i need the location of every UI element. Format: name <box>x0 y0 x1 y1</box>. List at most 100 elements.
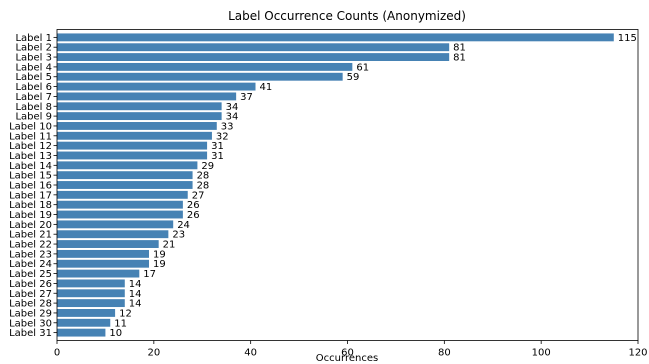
bar-24 <box>57 259 149 268</box>
value-label-10: 33 <box>221 121 234 132</box>
bar-20 <box>57 220 174 229</box>
value-label-22: 21 <box>163 240 176 251</box>
bar-26 <box>57 279 125 288</box>
bar-18 <box>57 200 183 209</box>
value-label-15: 28 <box>197 171 210 182</box>
value-label-31: 10 <box>109 328 122 339</box>
y-tick-label-3: Label 3 <box>15 53 52 64</box>
y-tick-label-11: Label 11 <box>9 131 52 142</box>
y-tick-label-21: Label 21 <box>9 230 52 241</box>
y-tick-label-20: Label 20 <box>9 220 52 231</box>
bar-2 <box>57 43 450 52</box>
bar-30 <box>57 318 111 327</box>
x-axis-label: Occurrences <box>316 353 378 364</box>
bar-17 <box>57 190 188 199</box>
x-tick-label-40: 40 <box>244 348 257 359</box>
y-tick-label-2: Label 2 <box>15 43 52 54</box>
value-label-1: 115 <box>618 33 637 44</box>
value-label-5: 59 <box>347 72 360 83</box>
value-label-18: 26 <box>187 200 200 211</box>
bars-layer <box>57 33 614 337</box>
y-tick-label-5: Label 5 <box>15 72 52 83</box>
value-label-29: 12 <box>119 308 132 319</box>
value-label-2: 81 <box>453 43 466 54</box>
value-label-9: 34 <box>226 112 239 123</box>
y-tick-label-16: Label 16 <box>9 181 52 192</box>
bar-9 <box>57 112 222 121</box>
value-label-21: 23 <box>172 230 185 241</box>
y-tick-label-9: Label 9 <box>15 112 52 123</box>
bar-7 <box>57 92 237 101</box>
bar-12 <box>57 141 208 150</box>
y-tick-label-22: Label 22 <box>9 240 52 251</box>
x-tick-label-80: 80 <box>438 348 451 359</box>
y-tick-label-17: Label 17 <box>9 190 52 201</box>
value-label-6: 41 <box>260 82 273 93</box>
x-tick-label-100: 100 <box>532 348 551 359</box>
bar-19 <box>57 210 183 219</box>
value-label-25: 17 <box>143 269 156 280</box>
value-label-7: 37 <box>240 92 253 103</box>
x-tick-label-120: 120 <box>628 348 647 359</box>
y-tick-label-4: Label 4 <box>15 62 52 73</box>
bar-4 <box>57 62 353 71</box>
value-label-16: 28 <box>197 181 210 192</box>
value-label-13: 31 <box>211 151 224 162</box>
y-tick-label-10: Label 10 <box>9 121 52 132</box>
value-label-30: 11 <box>114 318 127 329</box>
x-ticks-layer: 0 20 40 60 80 100 120 <box>54 340 648 359</box>
bar-27 <box>57 289 125 298</box>
y-tick-label-26: Label 26 <box>9 279 52 290</box>
value-label-27: 14 <box>129 289 142 300</box>
x-tick-label-0: 0 <box>54 348 60 359</box>
y-tick-label-30: Label 30 <box>9 318 52 329</box>
value-label-11: 32 <box>216 131 229 142</box>
bar-14 <box>57 161 198 170</box>
value-label-28: 14 <box>129 299 142 310</box>
y-tick-label-6: Label 6 <box>15 82 52 93</box>
value-labels-layer: 1158181615941373434333231312928282726262… <box>109 33 636 339</box>
bar-6 <box>57 82 256 91</box>
y-tick-label-24: Label 24 <box>9 259 52 270</box>
y-tick-label-7: Label 7 <box>15 92 52 103</box>
bar-16 <box>57 181 193 189</box>
bar-28 <box>57 299 125 308</box>
y-tick-label-29: Label 29 <box>9 308 52 319</box>
value-label-24: 19 <box>153 259 166 270</box>
y-tick-label-12: Label 12 <box>9 141 52 152</box>
y-tick-label-18: Label 18 <box>9 200 52 211</box>
bar-15 <box>57 171 193 180</box>
y-tick-label-23: Label 23 <box>9 249 52 260</box>
value-label-3: 81 <box>453 53 466 64</box>
y-tick-label-27: Label 27 <box>9 289 52 300</box>
y-tick-label-1: Label 1 <box>15 33 52 44</box>
value-label-17: 27 <box>192 190 205 201</box>
chart-title: Label Occurrence Counts (Anonymized) <box>228 9 466 23</box>
bar-23 <box>57 249 149 258</box>
bar-22 <box>57 240 159 248</box>
bar-13 <box>57 151 208 160</box>
x-tick-label-60: 60 <box>341 348 354 359</box>
value-label-14: 29 <box>201 161 214 172</box>
bar-3 <box>57 53 450 61</box>
bar-5 <box>57 72 343 81</box>
bar-11 <box>57 131 212 140</box>
value-label-26: 14 <box>129 279 142 290</box>
bar-10 <box>57 122 217 130</box>
value-label-8: 34 <box>226 102 239 113</box>
value-label-12: 31 <box>211 141 224 152</box>
bar-31 <box>57 328 106 337</box>
y-tick-label-13: Label 13 <box>9 151 52 162</box>
y-tick-label-31: Label 31 <box>9 328 52 339</box>
value-label-20: 24 <box>177 220 190 231</box>
y-tick-label-28: Label 28 <box>9 299 52 310</box>
value-label-19: 26 <box>187 210 200 221</box>
y-tick-label-14: Label 14 <box>9 161 52 172</box>
bar-8 <box>57 102 222 111</box>
y-tick-label-8: Label 8 <box>15 102 52 113</box>
value-label-4: 61 <box>356 62 369 73</box>
plot-frame <box>56 29 639 341</box>
bar-29 <box>57 309 116 317</box>
